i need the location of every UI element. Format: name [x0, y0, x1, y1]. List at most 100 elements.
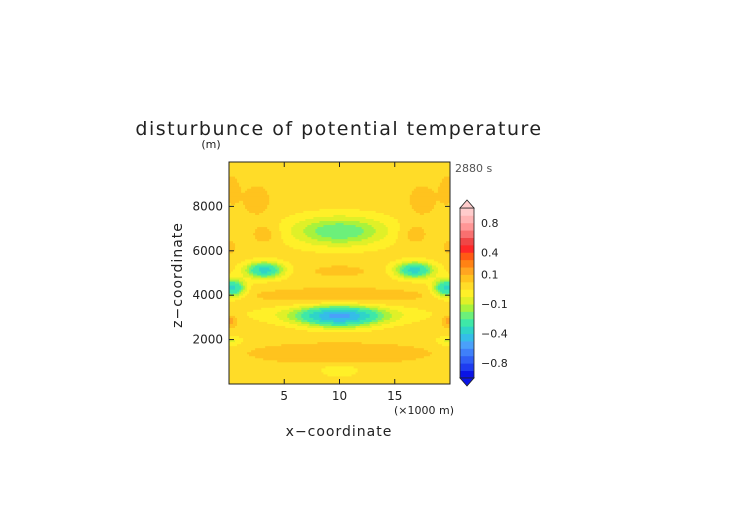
heatmap-cell [287, 268, 294, 272]
heatmap-cell [407, 262, 423, 266]
heatmap-cell [303, 317, 314, 320]
heatmap-cell [439, 184, 451, 187]
heatmap-cell [443, 287, 451, 290]
heatmap-cell [229, 309, 254, 312]
colorbar-swatch [460, 208, 474, 216]
heatmap-cell [267, 260, 278, 264]
heatmap-cell [423, 234, 451, 238]
colorbar-swatch [460, 259, 474, 268]
heatmap-cell [229, 240, 234, 244]
heatmap-cell [385, 268, 393, 272]
heatmap-cell [241, 285, 244, 288]
heatmap-cell [439, 182, 451, 185]
heatmap-cell [289, 214, 334, 217]
heatmap-cell [229, 331, 451, 335]
heatmap-cell [307, 325, 324, 328]
heatmap-cell [255, 264, 274, 268]
colorbar-swatch [460, 252, 474, 261]
heatmap-cell [395, 258, 435, 262]
heatmap-cell [431, 266, 439, 270]
heatmap-cell [289, 321, 302, 324]
heatmap-cell [443, 248, 451, 252]
heatmap-cell [435, 275, 451, 278]
heatmap-cell [393, 270, 399, 274]
colorbar-tick-label: −0.8 [481, 357, 508, 370]
heatmap-cell [443, 264, 451, 268]
heatmap-cell [271, 262, 278, 266]
heatmap-cell [229, 262, 238, 266]
heatmap-cell [229, 180, 238, 183]
heatmap-cell [427, 186, 439, 189]
heatmap-cell [251, 262, 258, 266]
heatmap-cell [375, 317, 383, 320]
heatmap-cell [381, 311, 391, 314]
heatmap-cell [371, 309, 379, 312]
heatmap-cell [441, 262, 451, 266]
heatmap-cell [245, 287, 248, 290]
heatmap-cell [287, 313, 296, 316]
heatmap-cell [295, 212, 385, 215]
heatmap-cell [355, 327, 385, 331]
heatmap-cell [229, 349, 252, 353]
heatmap-cell [229, 285, 236, 288]
heatmap-cell [229, 311, 248, 314]
heatmap-cell [251, 287, 304, 290]
heatmap-cell [229, 252, 451, 256]
heatmap-cell [239, 291, 242, 294]
colorbar-swatch [460, 363, 474, 372]
heatmap-cell [365, 305, 381, 308]
heatmap-cell [251, 349, 429, 353]
heatmap-cell [399, 317, 427, 320]
heatmap-cell [229, 202, 232, 205]
heatmap-cell [243, 285, 246, 288]
heatmap-cell [327, 244, 353, 248]
heatmap-cell [391, 268, 397, 272]
heatmap-cell [415, 357, 451, 361]
heatmap-cell [309, 307, 320, 310]
heatmap-cell [229, 236, 256, 240]
heatmap-cell [231, 293, 234, 296]
heatmap-cell [281, 218, 306, 222]
heatmap-cell [239, 293, 244, 296]
heatmap-cell [259, 212, 296, 215]
heatmap-cell [425, 309, 451, 312]
heatmap-cell [347, 264, 387, 268]
heatmap-cell [427, 268, 431, 272]
heatmap-cell [387, 230, 399, 234]
heatmap-cell [289, 311, 298, 314]
heatmap-cell [267, 192, 413, 195]
heatmap-cell [229, 273, 244, 276]
heatmap-cell [229, 248, 236, 252]
heatmap-cell [235, 285, 242, 288]
heatmap-cell [291, 262, 389, 266]
heatmap-cell [433, 258, 451, 262]
heatmap-cell [433, 279, 441, 282]
colorbar-tick-label: 0.1 [481, 269, 499, 282]
heatmap-cell [417, 270, 427, 274]
heatmap-cell [247, 293, 258, 296]
heatmap-cell [275, 313, 288, 316]
heatmap-cell [383, 212, 421, 215]
heatmap-cell [293, 270, 316, 274]
heatmap-cell [399, 270, 405, 274]
heatmap-cell [391, 315, 403, 318]
heatmap-cell [267, 275, 276, 278]
heatmap-cell [249, 315, 278, 318]
heatmap-cell [361, 341, 439, 345]
heatmap-cell [403, 273, 409, 276]
heatmap-cell [431, 351, 451, 355]
heatmap-cell [257, 238, 270, 242]
heatmap-cell [229, 317, 234, 320]
heatmap-cell [275, 277, 288, 280]
heatmap-cell [311, 222, 336, 226]
heatmap-cell [401, 256, 427, 260]
heatmap-cell [231, 270, 242, 274]
heatmap-cell [385, 234, 399, 238]
heatmap-cell [249, 266, 254, 270]
heatmap-cell [433, 285, 437, 288]
heatmap-cell [425, 317, 443, 320]
heatmap-cell [277, 315, 288, 318]
heatmap-cell [397, 220, 451, 224]
heatmap-cell [313, 305, 330, 308]
